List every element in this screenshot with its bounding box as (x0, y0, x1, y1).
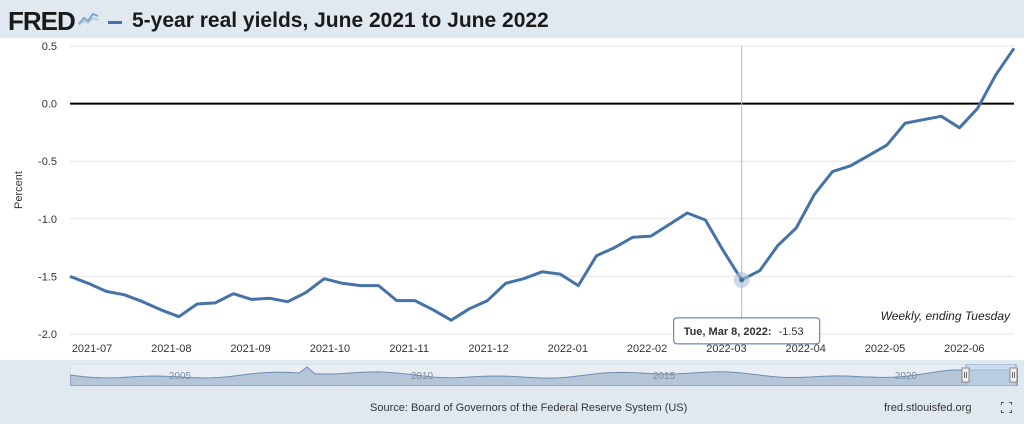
navigator-year-labels: 2005 2010 2015 2020 (169, 371, 918, 382)
navigator-selection[interactable] (965, 364, 1017, 386)
hover-point (739, 277, 745, 283)
x-tick-label: 2022-04 (786, 343, 826, 355)
x-tick-label: 2021-11 (389, 343, 429, 355)
chart-area: 0.5 0.0 -0.5 -1.0 -1.5 -2.0 2021-07 2021-08 202… (0, 38, 1024, 360)
x-tick-label: 2021-10 (310, 343, 350, 355)
x-tick-label: 2021-09 (230, 343, 270, 355)
y-axis-ticks: 0.5 0.0 -0.5 -1.0 -1.5 -2.0 (38, 41, 57, 341)
y-tick-label: -1.5 (38, 271, 57, 283)
x-tick-label: 2021-08 (151, 343, 191, 355)
source-note: Source: Board of Governors of the Federa… (370, 402, 688, 414)
series-line[interactable] (69, 47, 1016, 322)
chart-title: 5-year real yields, June 2021 to June 20… (132, 9, 549, 32)
grid-lines (70, 45, 1014, 335)
x-tick-label: 2022-02 (627, 343, 667, 355)
y-tick-label: 0.5 (42, 41, 57, 53)
frequency-annotation: Weekly, ending Tuesday (881, 309, 1011, 323)
navigator-left-handle[interactable] (961, 367, 970, 383)
y-tick-label: 0.0 (42, 99, 57, 111)
line-chart: 0.50.0-0.5-1.0-1.5-2.0 2021-07 2021-08 202… (13, 41, 1016, 355)
x-tick-label: 2021-07 (72, 343, 112, 355)
tooltip-label: Tue, Mar 8, 2022: (684, 326, 772, 338)
fred-url-link[interactable]: fred.stlouisfed.org (884, 402, 972, 414)
navigator-series-area (70, 366, 1018, 386)
fred-logo-icon (78, 12, 99, 26)
navigator-right-handle[interactable] (1009, 367, 1018, 383)
x-tick-label: 2022-03 (706, 343, 746, 355)
range-navigator[interactable]: 2005 2010 2015 2020 (70, 364, 1018, 386)
navigator-year-label: 2010 (411, 371, 434, 382)
legend-series-swatch (108, 21, 122, 24)
x-tick-label: 2022-06 (944, 343, 984, 355)
x-tick-label: 2022-01 (548, 343, 588, 355)
y-tick-label: -0.5 (38, 156, 57, 168)
tooltip: Tue, Mar 8, 2022: -1.53 (673, 317, 821, 345)
chart-header: FRED 5-year real yields, June 2021 to Ju… (0, 0, 1024, 44)
x-axis-ticks: 2021-07 2021-08 2021-09 2021-10 2021-11 2021-… (72, 343, 985, 355)
navigator-year-label: 2005 (169, 371, 192, 382)
tooltip-value: -1.53 (779, 326, 804, 338)
navigator-year-label: 2015 (653, 371, 676, 382)
fullscreen-icon[interactable] (1001, 402, 1012, 413)
tooltip-text: Tue, Mar 8, 2022: -1.53 (684, 326, 804, 338)
x-tick-label: 2021-12 (468, 343, 508, 355)
y-tick-label: -2.0 (38, 329, 57, 341)
fred-logo[interactable]: FRED (8, 6, 76, 36)
tooltip-box (673, 317, 821, 345)
navigator-year-label: 2020 (895, 371, 918, 382)
y-axis-label: Percent (13, 171, 25, 209)
y-tick-label: -1.0 (38, 214, 57, 226)
x-tick-label: 2022-05 (865, 343, 905, 355)
